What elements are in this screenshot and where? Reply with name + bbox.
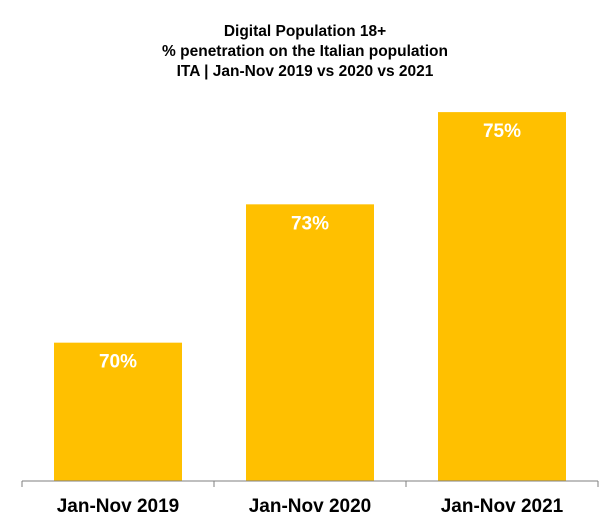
- chart-title-line-1: Digital Population 18+: [223, 23, 387, 40]
- x-axis: [21, 480, 599, 487]
- x-tick-label-2: Jan-Nov 2020: [249, 496, 372, 517]
- bars-layer: [54, 112, 566, 482]
- chart-title: Digital Population 18+ % penetration on …: [0, 22, 610, 82]
- bar-3: [438, 112, 566, 481]
- bar-2: [246, 204, 374, 482]
- chart-title-line-3: ITA | Jan-Nov 2019 vs 2020 vs 2021: [176, 63, 434, 80]
- data-label-2: 73%: [291, 213, 329, 234]
- labels-layer: 70% Jan-Nov 2019 73% Jan-Nov 2020 75% Jan-Nov…: [57, 121, 564, 517]
- data-label-3: 75%: [483, 121, 521, 142]
- x-tick-label-3: Jan-Nov 2021: [441, 496, 564, 517]
- x-tick-label-1: Jan-Nov 2019: [57, 496, 180, 517]
- data-label-1: 70%: [99, 352, 137, 373]
- bar-1: [54, 342, 182, 481]
- chart-title-line-2: % penetration on the Italian population: [162, 43, 448, 60]
